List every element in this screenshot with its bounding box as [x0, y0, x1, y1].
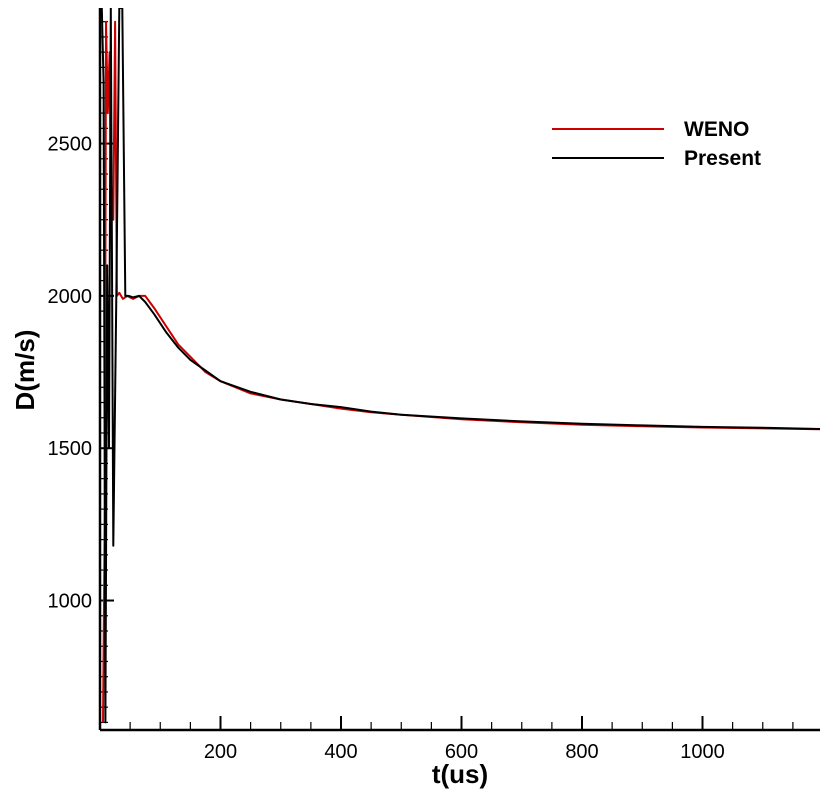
legend: WENO Present [552, 118, 761, 170]
x-axis: 200 400 600 800 1000 [129, 716, 794, 763]
x-axis-title: t(us) [432, 759, 488, 789]
x-tick-label: 200 [204, 741, 237, 763]
plot-frame [98, 8, 820, 732]
x-tick-label: 600 [445, 741, 478, 763]
legend-label-present: Present [684, 147, 761, 170]
y-tick-label: 1500 [48, 438, 93, 460]
y-tick-label: 2500 [48, 134, 93, 156]
series-line-present [100, 8, 820, 724]
x-tick-label: 1000 [680, 741, 725, 763]
series-layer [100, 8, 820, 724]
x-tick-label: 800 [565, 741, 598, 763]
x-tick-label: 400 [324, 741, 357, 763]
legend-label-weno: WENO [684, 118, 749, 141]
y-axis-title: D(m/s) [10, 330, 40, 411]
y-tick-label: 2000 [48, 286, 93, 308]
y-axis: 1000 1500 2000 2500 [48, 21, 114, 723]
y-tick-label: 1000 [48, 591, 93, 613]
